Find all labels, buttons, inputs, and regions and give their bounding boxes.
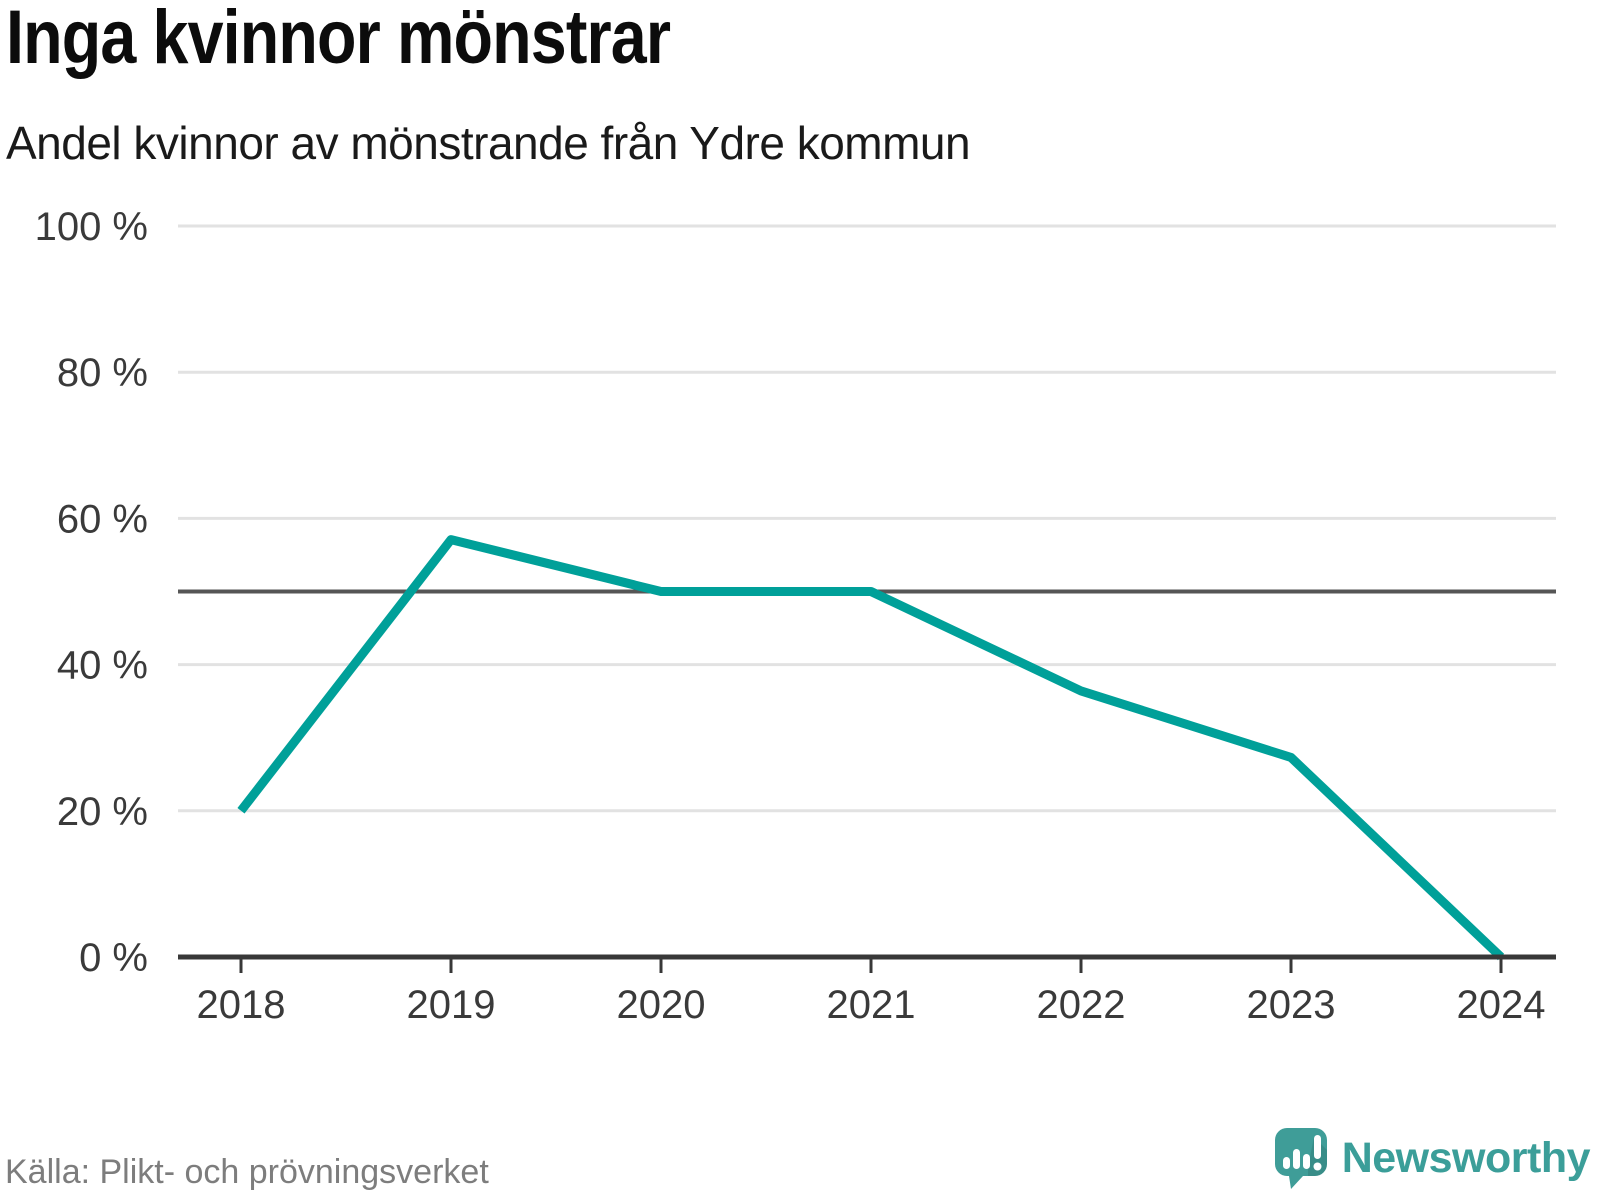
bar-chart-bar-3 <box>1302 1154 1310 1169</box>
line-chart: 0 % 20 % 40 % 60 % 80 % 100 % 2018 2019 2020 2021… <box>35 205 1556 1027</box>
x-tick-label: 2019 <box>407 983 496 1027</box>
x-tick-label: 2022 <box>1037 983 1126 1027</box>
x-tick-label: 2024 <box>1457 983 1546 1027</box>
x-tick-label: 2018 <box>197 983 286 1027</box>
y-tick-label: 100 % <box>35 205 148 249</box>
data-line <box>237 535 1505 961</box>
newsworthy-wordmark: Newsworthy <box>1341 1134 1591 1182</box>
exclamation-bar <box>1313 1135 1321 1159</box>
chart-title: Inga kvinnor mönstrar <box>6 0 671 80</box>
bar-chart-bar-1 <box>1282 1157 1290 1169</box>
y-tick-label: 80 % <box>57 351 148 395</box>
bar-chart-bar-2 <box>1292 1149 1300 1169</box>
x-tick-label: 2023 <box>1247 983 1336 1027</box>
newsworthy-logo-icon <box>1274 1128 1327 1189</box>
x-tick-label: 2020 <box>617 983 706 1027</box>
y-tick-label: 40 % <box>57 644 148 688</box>
chart-subtitle: Andel kvinnor av mönstrande från Ydre ko… <box>6 117 971 169</box>
newsworthy-logo: Newsworthy <box>1274 1127 1591 1190</box>
y-tick-label: 0 % <box>79 936 148 980</box>
y-tick-label: 60 % <box>57 497 148 541</box>
source-note: Källa: Plikt- och prövningsverket <box>5 1153 489 1191</box>
y-tick-label: 20 % <box>57 790 148 834</box>
exclamation-dot <box>1313 1162 1322 1171</box>
x-tick-label: 2021 <box>827 983 916 1027</box>
